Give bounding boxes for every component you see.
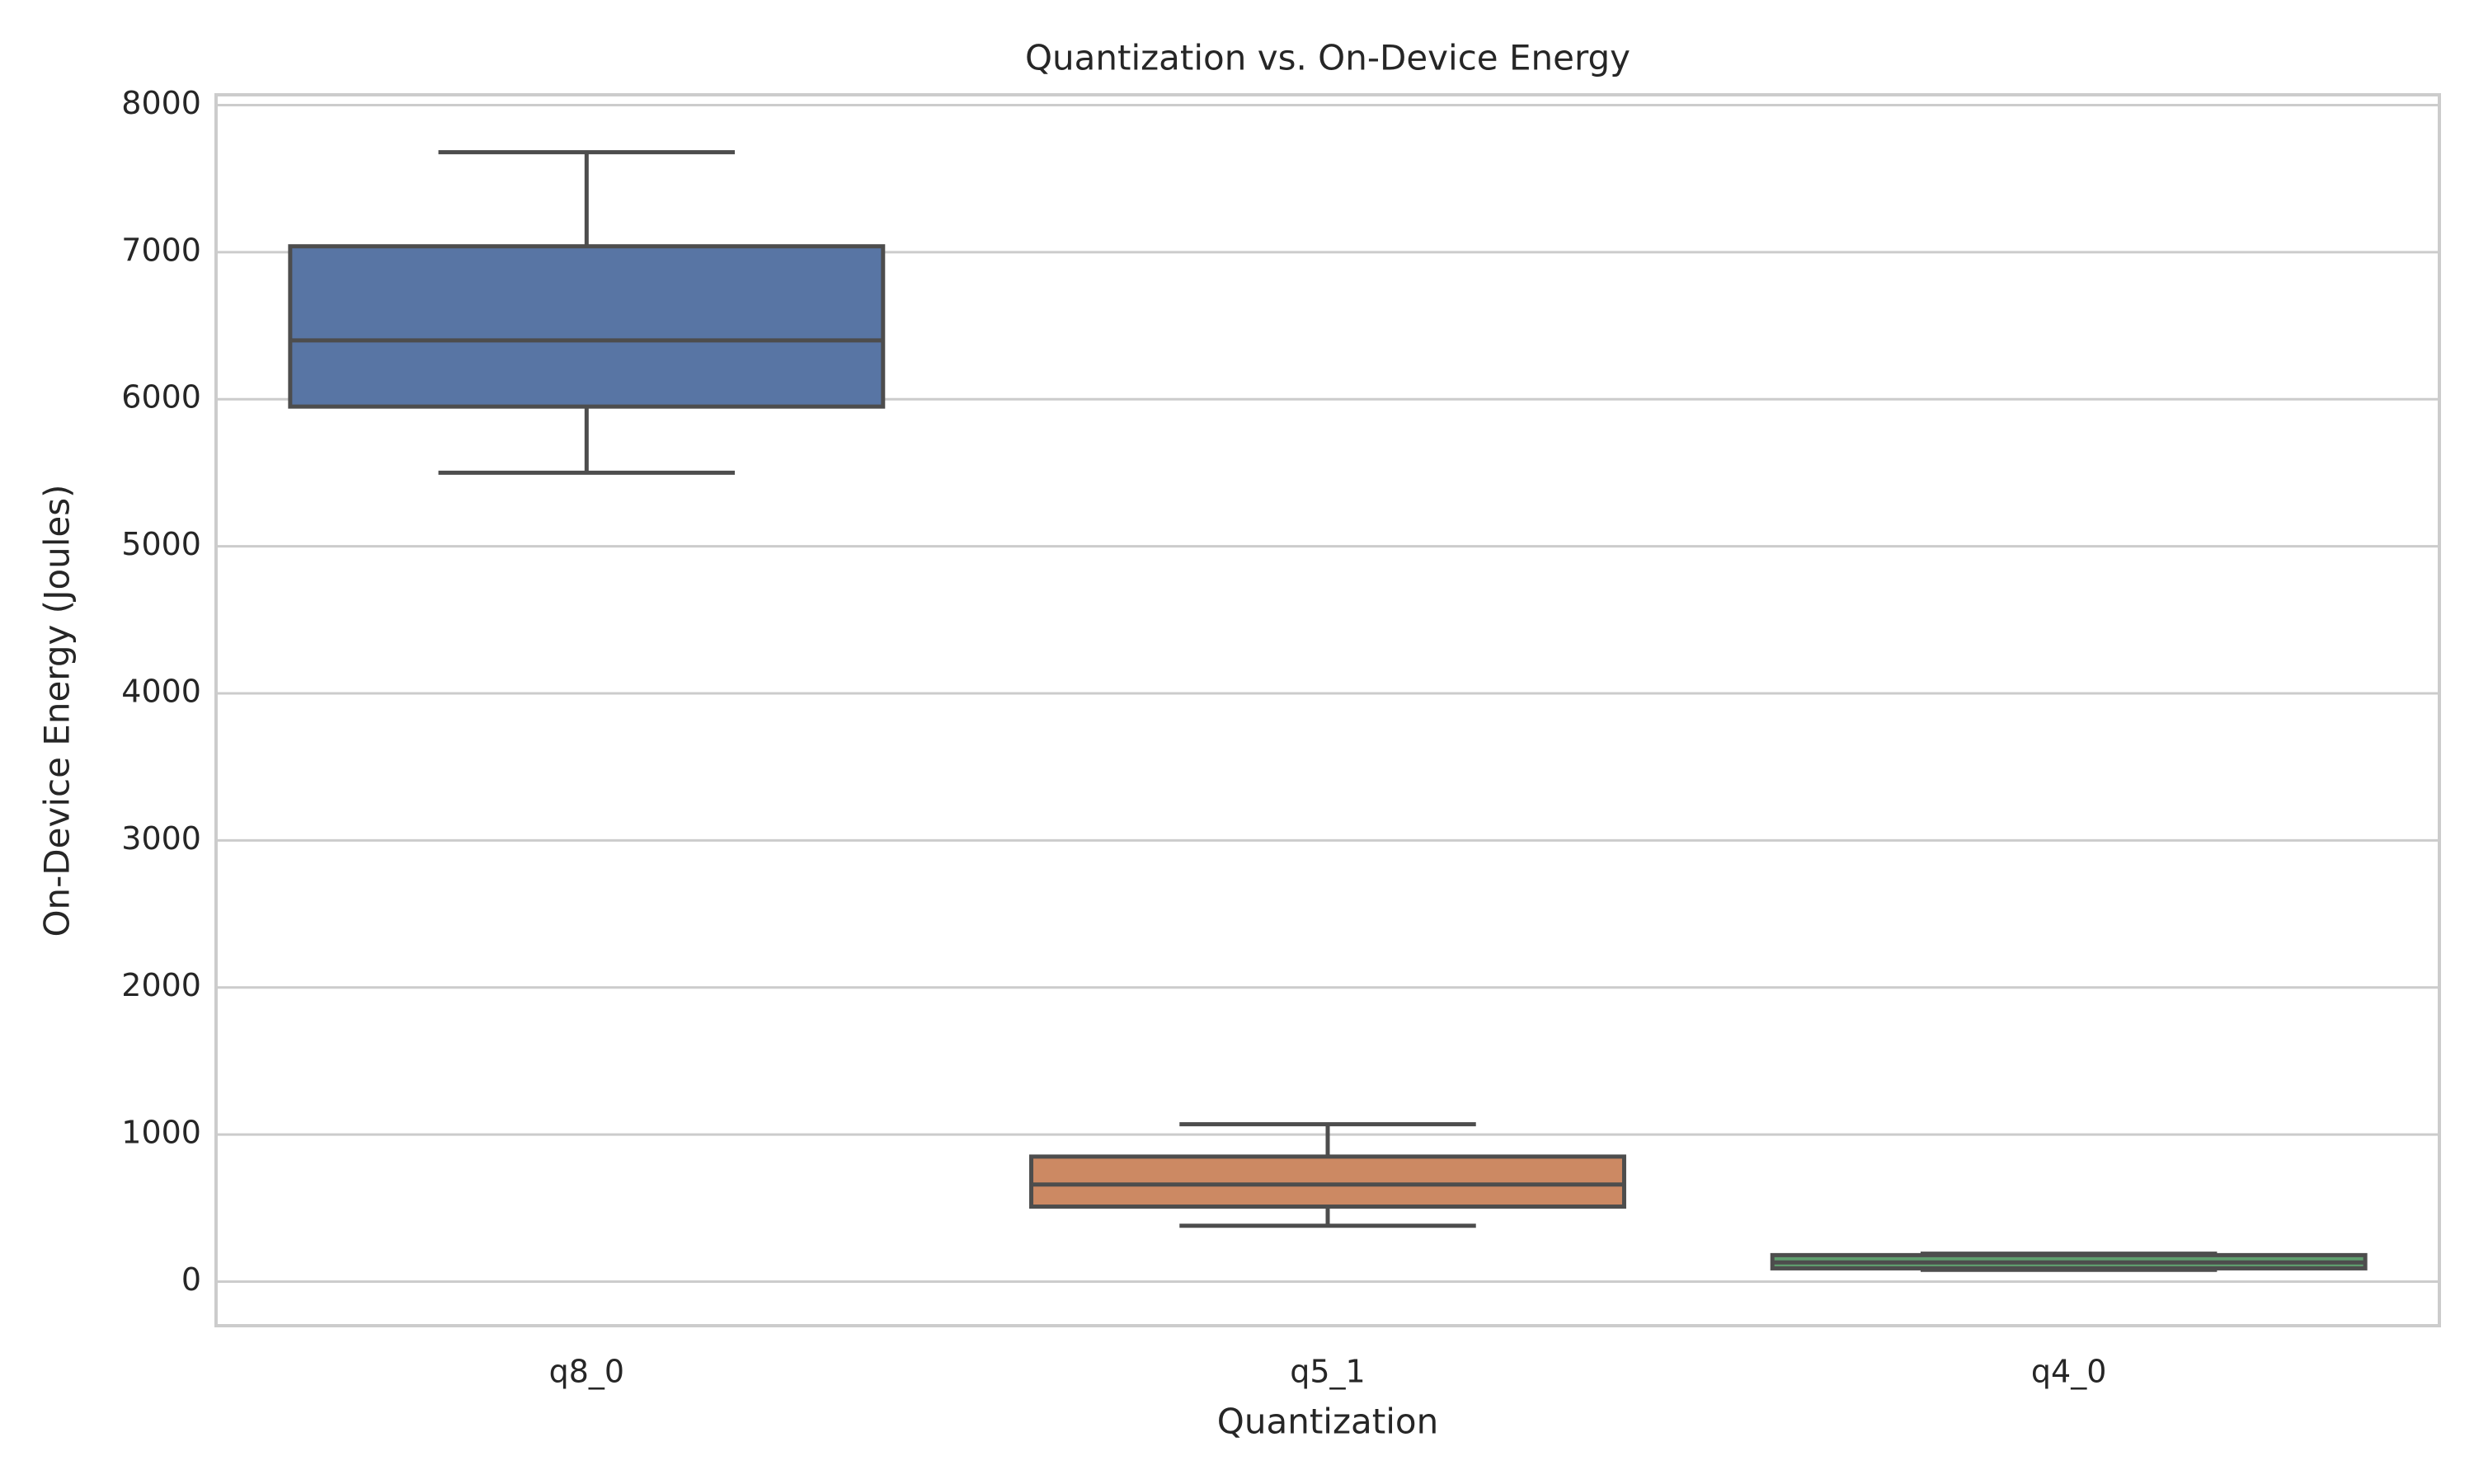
y-tick-label: 5000 bbox=[121, 526, 201, 562]
box bbox=[1029, 1154, 1626, 1209]
x-axis-label: Quantization bbox=[1217, 1402, 1438, 1442]
x-tick-label: q8_0 bbox=[549, 1354, 624, 1390]
y-tick-label: 1000 bbox=[121, 1115, 201, 1151]
y-tick-label: 8000 bbox=[121, 85, 201, 121]
box bbox=[288, 244, 886, 409]
y-tick-label: 7000 bbox=[121, 232, 201, 268]
y-tick-label: 4000 bbox=[121, 673, 201, 709]
plot-frame bbox=[214, 93, 2441, 1327]
y-tick-label: 2000 bbox=[121, 967, 201, 1003]
x-tick-label: q5_1 bbox=[1290, 1354, 1365, 1390]
y-tick-label: 0 bbox=[181, 1261, 201, 1298]
chart-title: Quantization vs. On-Device Energy bbox=[1025, 38, 1630, 78]
y-tick-label: 3000 bbox=[121, 820, 201, 857]
x-tick-label: q4_0 bbox=[2031, 1354, 2106, 1390]
y-tick-label: 6000 bbox=[121, 379, 201, 416]
y-axis-label: On-Device Energy (Joules) bbox=[37, 484, 78, 937]
